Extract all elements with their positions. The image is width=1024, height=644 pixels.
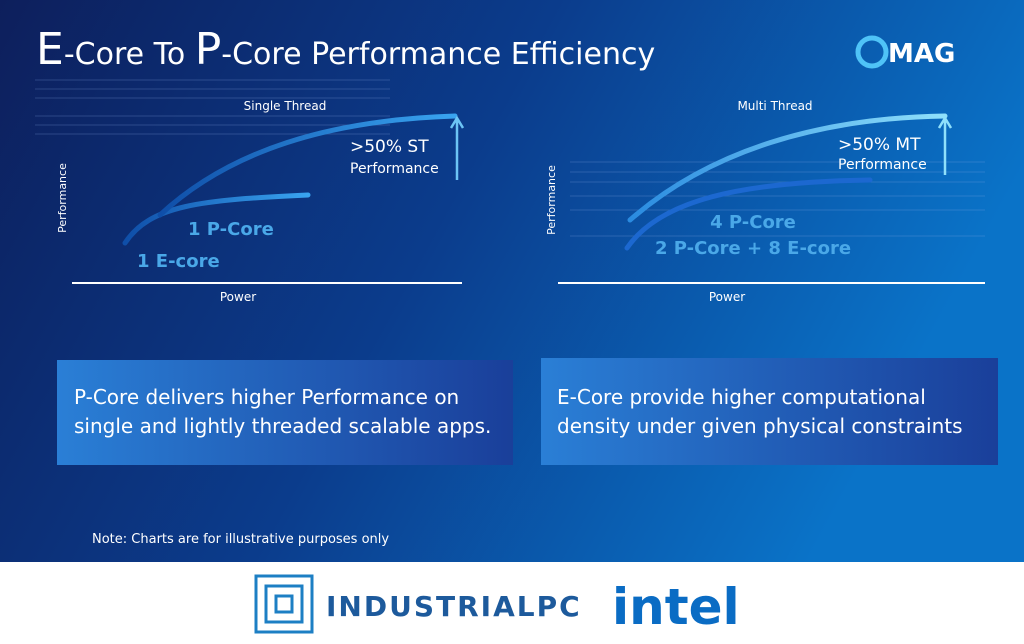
callout: >50% MT [838,135,921,155]
y-axis-label: Performance [545,165,558,235]
info-box [541,358,998,465]
arrow [937,115,953,175]
callout: >50% ST [350,137,429,157]
partner-logo: intel [612,578,740,636]
background [0,0,1024,562]
chart-title: Single Thread [244,99,327,113]
series-label: 1 P-Core [188,219,274,240]
brand: INDUSTRIALPC [326,590,582,623]
chart-title: Multi Thread [737,99,812,113]
logo-text: MAG [888,39,955,69]
curve-upper [627,113,948,223]
x-axis-label: Power [709,290,745,304]
curve-e-core [122,192,311,246]
box-text: density under given physical constraints [557,414,963,438]
series-label: 1 E-core [137,251,220,272]
callout: Performance [350,161,439,177]
box-text: P-Core delivers higher Performance on [74,385,459,409]
grid [570,161,985,237]
logo: MAG [855,35,955,69]
note: Note: Charts are for illustrative purpos… [92,532,389,547]
text: P [195,24,222,75]
y-axis-label: Performance [56,163,69,233]
text: -Core Performance Efficiency [221,37,655,72]
text: -Core To [64,37,195,72]
box-text: E-Core provide higher computational [557,385,926,409]
title: E-Core To P-Core Performance Efficiency [36,24,655,75]
chart-multi-thread: Multi Thread Performance Power >50% MT P… [545,99,985,304]
series-label: 4 P-Core [710,212,796,233]
grid [35,79,390,135]
callout: Performance [838,157,927,173]
brand-icon [254,574,314,634]
text: E [36,24,64,75]
series-label: 2 P-Core + 8 E-core [655,238,851,259]
curve-lower [624,177,873,251]
arrow [449,115,465,180]
box-text: single and lightly threaded scalable app… [74,414,491,438]
curve-p-core [157,113,458,218]
info-box [57,360,513,465]
x-axis-label: Power [220,290,256,304]
footer [0,562,1024,644]
chart-single-thread: Single Thread Performance Power >50% ST … [35,79,465,304]
